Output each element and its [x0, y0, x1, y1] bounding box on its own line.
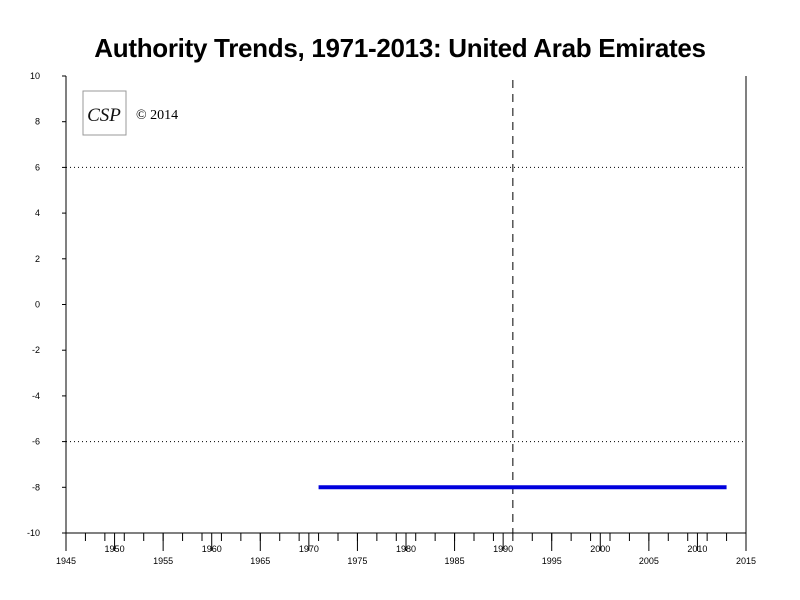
y-tick-label: -2	[32, 345, 40, 355]
x-tick-label: 1985	[445, 556, 465, 566]
csp-logo: CSP	[82, 90, 127, 136]
x-tick-label: 1970	[299, 544, 319, 554]
x-tick-label: 1995	[542, 556, 562, 566]
logo-text: CSP	[87, 105, 121, 126]
x-tick-label: 1945	[56, 556, 76, 566]
x-tick-label: 1955	[153, 556, 173, 566]
x-tick-label: 1990	[493, 544, 513, 554]
y-tick-label: -8	[32, 482, 40, 492]
x-tick-label: 2015	[736, 556, 756, 566]
x-tick-label: 2000	[590, 544, 610, 554]
plot-frame	[65, 76, 747, 534]
reference-lines	[66, 80, 746, 533]
x-tick-label: 2005	[639, 556, 659, 566]
x-tick-label: 1980	[396, 544, 416, 554]
x-tick-label: 2010	[687, 544, 707, 554]
x-tick-label: 1975	[347, 556, 367, 566]
x-tick-label: 1965	[250, 556, 270, 566]
y-axis: 10 8 6 4 2 0 -2 -4 -6 -8 -10	[27, 71, 66, 538]
x-axis: 1945 1950 1955 1960 1965 1970 1975 1980 1985 1990…	[56, 533, 756, 566]
x-tick-label: 1960	[202, 544, 222, 554]
chart-title: Authority Trends, 1971-2013: United Arab…	[94, 33, 706, 63]
y-tick-label: 10	[30, 71, 40, 81]
y-tick-label: 4	[35, 208, 40, 218]
y-tick-label: -6	[32, 437, 40, 447]
y-tick-label: 2	[35, 254, 40, 264]
x-tick-label: 1950	[105, 544, 125, 554]
y-tick-label: 6	[35, 162, 40, 172]
y-tick-label: -4	[32, 391, 40, 401]
y-tick-label: 0	[35, 300, 40, 310]
y-tick-label: 8	[35, 117, 40, 127]
copyright-text: © 2014	[136, 108, 178, 123]
logo-frame	[82, 90, 127, 136]
y-tick-label: -10	[27, 528, 40, 538]
